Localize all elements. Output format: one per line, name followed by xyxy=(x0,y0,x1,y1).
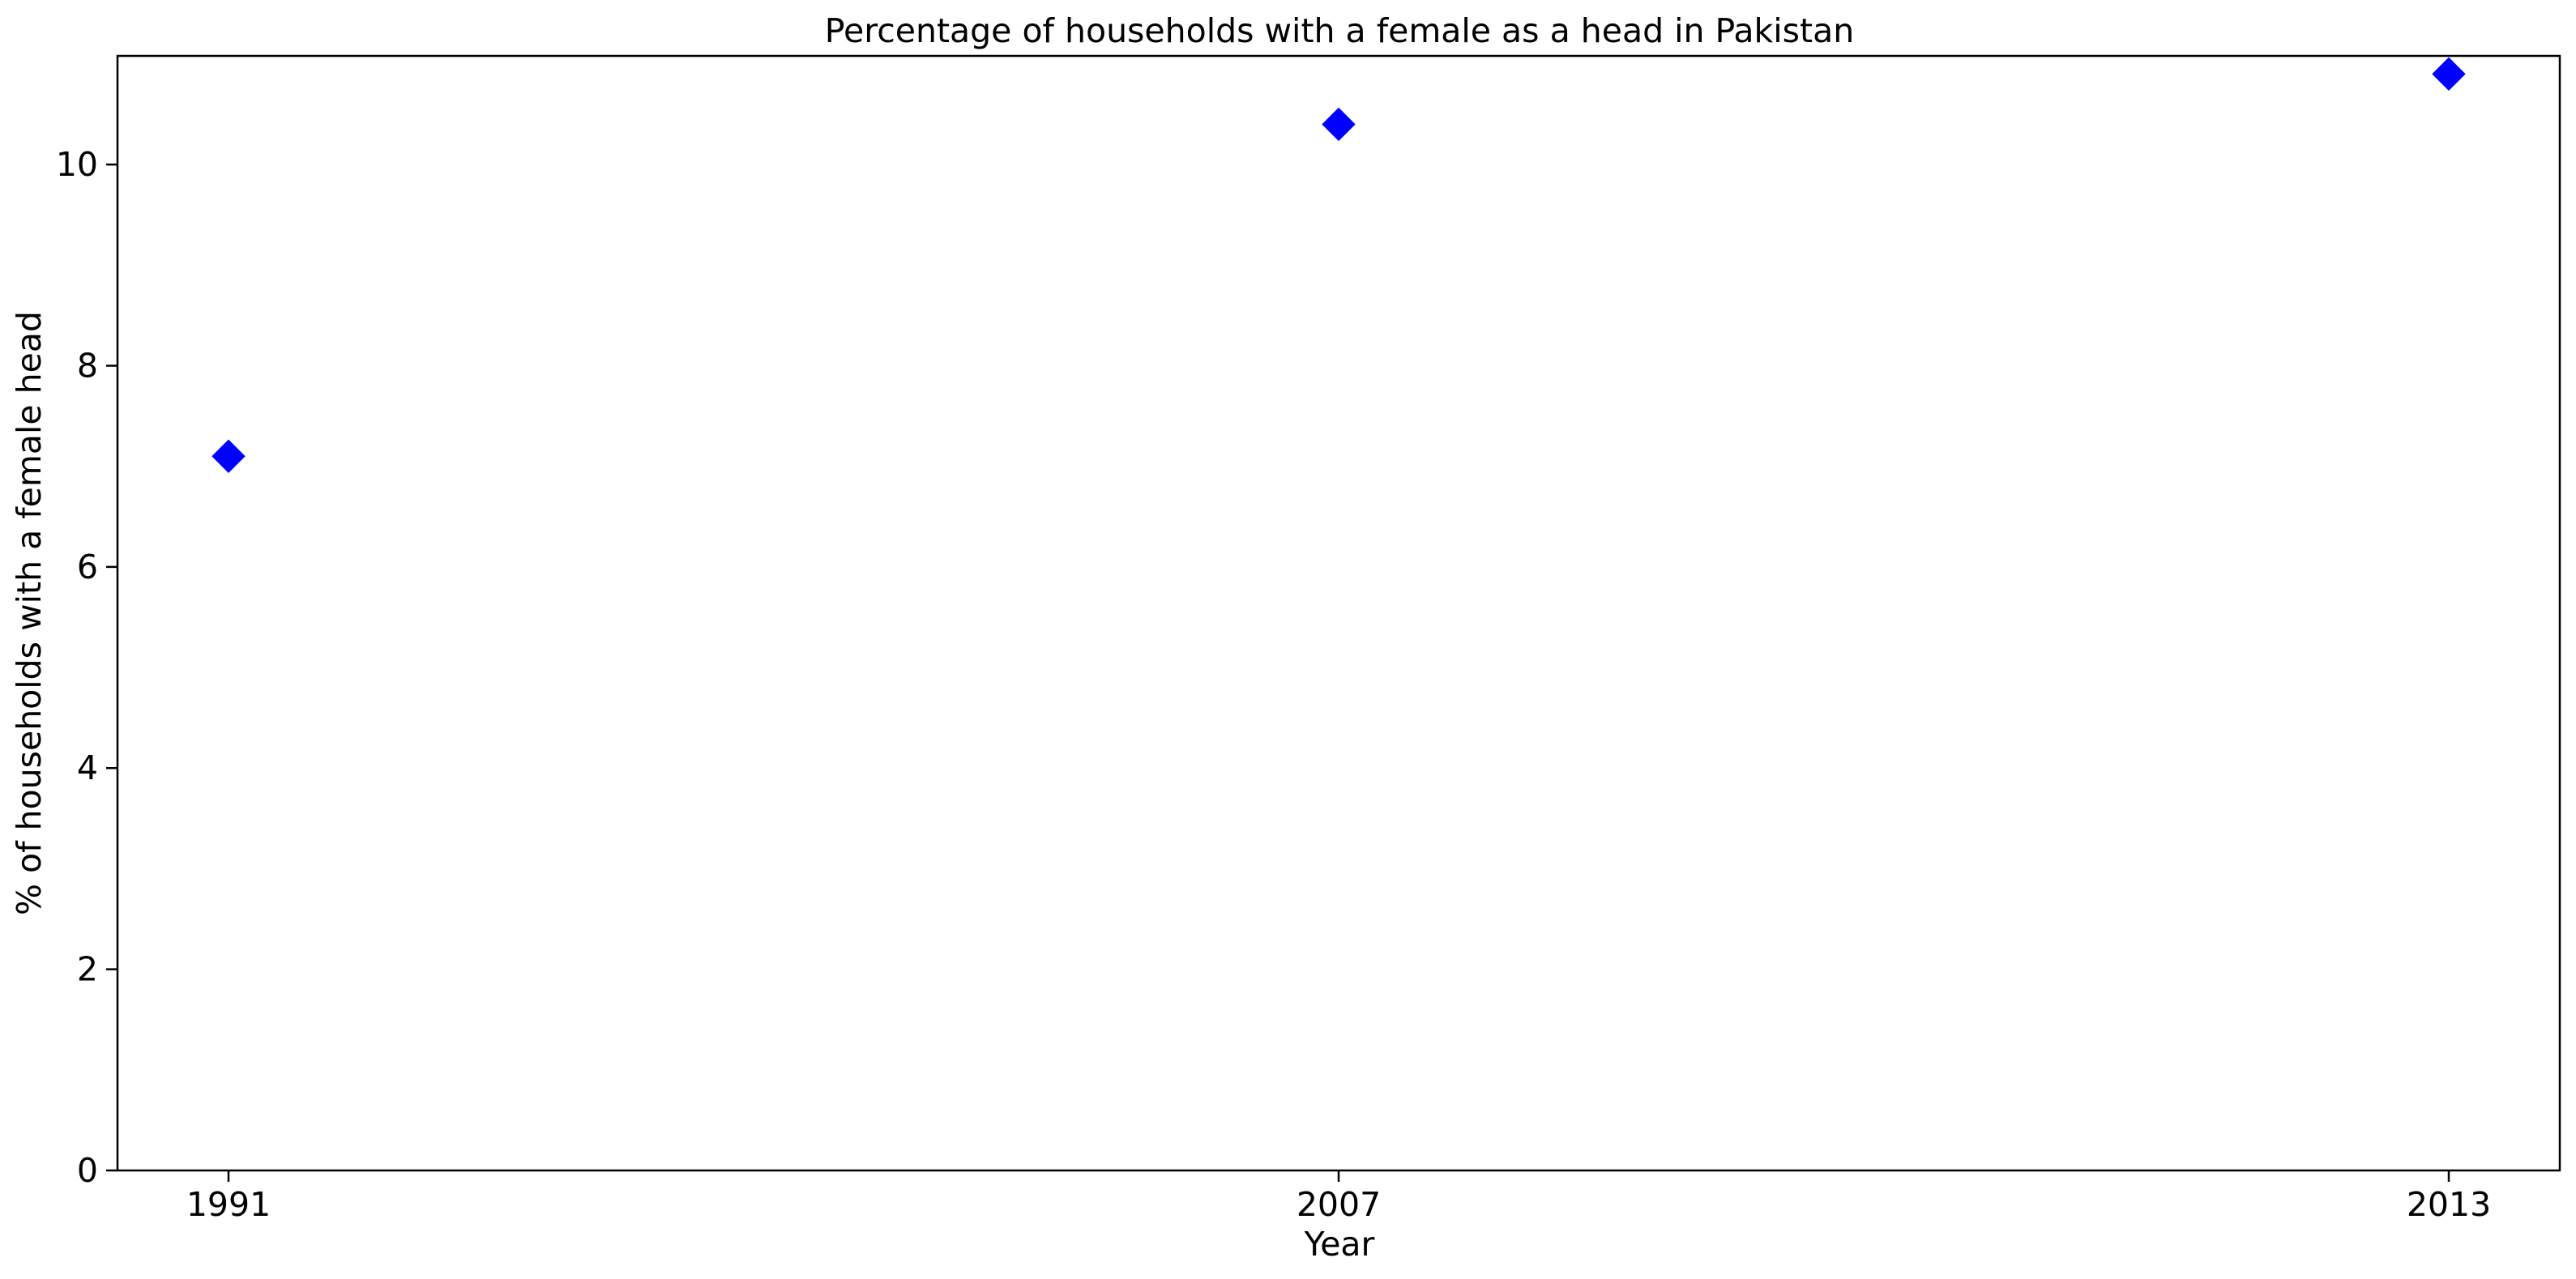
x-axis: 1991 2007 2013 xyxy=(186,1170,2491,1224)
x-tick-label: 2007 xyxy=(1297,1185,1381,1224)
y-tick-label: 4 xyxy=(77,748,98,787)
x-axis-label: Year xyxy=(1304,1225,1375,1264)
y-tick-label: 6 xyxy=(77,548,98,586)
data-point-marker xyxy=(211,439,246,473)
data-point-marker xyxy=(2432,57,2466,92)
y-tick-label: 0 xyxy=(77,1151,98,1190)
x-tick-label: 2013 xyxy=(2407,1185,2491,1224)
plot-area-frame xyxy=(116,54,2561,1172)
y-tick-label: 8 xyxy=(77,346,98,385)
y-tick-label: 10 xyxy=(56,145,98,184)
y-tick-label: 2 xyxy=(77,950,98,989)
data-point-marker xyxy=(1322,107,1356,142)
data-points xyxy=(211,57,2466,473)
x-tick-label: 1991 xyxy=(186,1185,271,1224)
chart-title: Percentage of households with a female a… xyxy=(825,11,1854,50)
y-axis-label: % of households with a female head xyxy=(10,311,49,915)
y-axis: 0 2 4 6 8 10 xyxy=(56,145,117,1190)
